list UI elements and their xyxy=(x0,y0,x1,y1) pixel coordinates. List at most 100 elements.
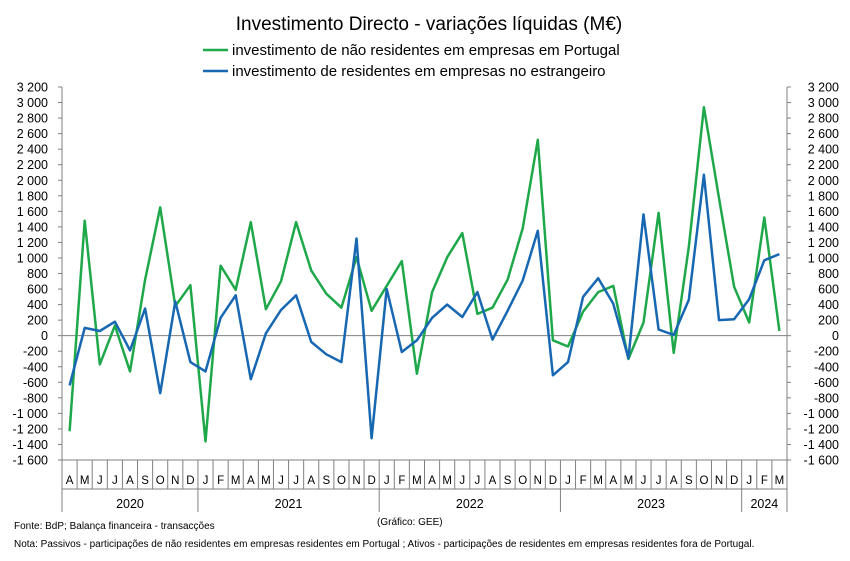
y-tick-label-right: -400 xyxy=(814,360,839,374)
x-tick-label: O xyxy=(337,475,346,487)
chart-title: Investimento Directo - variações líquida… xyxy=(236,14,622,35)
y-tick-label-right: -800 xyxy=(814,391,839,405)
y-tick-label-left: 600 xyxy=(27,283,48,297)
x-tick-label: J xyxy=(278,475,284,487)
y-tick-label-right: -200 xyxy=(814,345,839,359)
y-tick-label-left: 1 400 xyxy=(17,220,48,234)
x-tick-label: S xyxy=(685,475,693,487)
series-lines xyxy=(68,105,781,443)
y-tick-label-left: 2 600 xyxy=(17,127,48,141)
credit-note: (Gráfico: GEE) xyxy=(377,517,443,528)
y-tick-label-left: 1 200 xyxy=(17,236,48,250)
x-tick-label: J xyxy=(112,475,118,487)
y-tick-label-left: 3 000 xyxy=(17,96,48,110)
y-tick-label-right: 2 000 xyxy=(808,174,839,188)
x-tick-label: M xyxy=(624,475,634,487)
x-tick-label: F xyxy=(580,475,587,487)
y-tick-label-left: 200 xyxy=(27,314,48,328)
year-label: 2021 xyxy=(275,497,303,511)
x-tick-label: F xyxy=(761,475,768,487)
y-tick-label-right: 0 xyxy=(832,329,839,343)
legend-label-green: investimento de não residentes em empres… xyxy=(232,42,620,59)
x-tick-label: M xyxy=(80,475,90,487)
x-tick-label: A xyxy=(428,475,436,487)
x-tick-label: N xyxy=(171,475,179,487)
y-tick-label-left: 1 800 xyxy=(17,189,48,203)
x-tick-label: N xyxy=(534,475,542,487)
y-tick-label-left: -200 xyxy=(23,345,48,359)
y-tick-label-right: 3 000 xyxy=(808,96,839,110)
y-tick-label-right: 3 200 xyxy=(808,81,839,95)
y-tick-label-right: 2 600 xyxy=(808,127,839,141)
y-tick-label-left: 1 600 xyxy=(17,205,48,219)
y-tick-label-right: 600 xyxy=(818,283,839,297)
y-tick-label-right: 2 400 xyxy=(808,143,839,157)
x-tick-label: M xyxy=(231,475,241,487)
x-tick-label: A xyxy=(670,475,678,487)
y-tick-label-right: -1 000 xyxy=(804,407,839,421)
legend: investimento de não residentes em empres… xyxy=(203,42,620,80)
x-tick-label: D xyxy=(186,475,194,487)
y-tick-label-right: 1 000 xyxy=(808,251,839,265)
y-tick-label-right: 1 200 xyxy=(808,236,839,250)
y-tick-label-right: 800 xyxy=(818,267,839,281)
x-tick-label: D xyxy=(549,475,557,487)
x-tick-label: J xyxy=(746,475,752,487)
x-tick-label: M xyxy=(775,475,785,487)
y-tick-label-left: 2 000 xyxy=(17,174,48,188)
x-tick-label: M xyxy=(593,475,603,487)
series-line-nonresidents xyxy=(68,105,781,443)
x-tick-label: N xyxy=(715,475,723,487)
x-tick-label: S xyxy=(322,475,330,487)
year-label: 2022 xyxy=(456,497,484,511)
x-tick-label: A xyxy=(126,475,134,487)
x-tick-label: A xyxy=(247,475,255,487)
x-tick-label: J xyxy=(384,475,390,487)
x-tick-label: O xyxy=(518,475,527,487)
x-tick-label: M xyxy=(261,475,271,487)
y-tick-label-right: -1 400 xyxy=(804,438,839,452)
y-tick-label-left: 1 000 xyxy=(17,251,48,265)
y-tick-label-right: -1 600 xyxy=(804,454,839,468)
x-tick-label: J xyxy=(459,475,465,487)
x-tick-label: M xyxy=(442,475,452,487)
y-tick-label-right: 1 800 xyxy=(808,189,839,203)
x-tick-label: A xyxy=(307,475,315,487)
x-tick-label: M xyxy=(412,475,422,487)
x-tick-label: N xyxy=(352,475,360,487)
y-tick-label-right: 1 400 xyxy=(808,220,839,234)
y-tick-label-right: 2 200 xyxy=(808,158,839,172)
y-tick-label-left: 800 xyxy=(27,267,48,281)
y-tick-label-right: -600 xyxy=(814,376,839,390)
year-label: 2020 xyxy=(116,497,144,511)
y-tick-label-right: -1 200 xyxy=(804,422,839,436)
y-tick-label-left: -1 600 xyxy=(13,454,48,468)
x-tick-label: J xyxy=(656,475,662,487)
x-tick-label: S xyxy=(504,475,512,487)
x-tick-label: J xyxy=(293,475,299,487)
x-tick-label: J xyxy=(565,475,571,487)
y-tick-label-left: 3 200 xyxy=(17,81,48,95)
x-tick-label: D xyxy=(367,475,375,487)
y-tick-label-left: 2 200 xyxy=(17,158,48,172)
y-tick-label-right: 200 xyxy=(818,314,839,328)
y-tick-label-left: -800 xyxy=(23,391,48,405)
x-tick-label: A xyxy=(489,475,497,487)
series-line-residents xyxy=(68,173,780,440)
x-tick-label: F xyxy=(217,475,224,487)
x-tick-label: A xyxy=(66,475,74,487)
year-label: 2024 xyxy=(750,497,778,511)
legend-label-blue: investimento de residentes em empresas n… xyxy=(232,63,606,80)
x-tick-label: O xyxy=(699,475,708,487)
footnote: Nota: Passivos - participações de não re… xyxy=(14,539,754,550)
x-tick-label: D xyxy=(730,475,738,487)
y-tick-label-left: -400 xyxy=(23,360,48,374)
x-tick-label: J xyxy=(203,475,209,487)
x-tick-label: A xyxy=(609,475,617,487)
x-tick-label: J xyxy=(641,475,647,487)
y-tick-label-left: -1 000 xyxy=(13,407,48,421)
axes: -1 600 -1 600-1 400 -1 400-1 200 -1 200-1 0… xyxy=(13,81,839,512)
y-tick-label-left: 0 xyxy=(41,329,48,343)
x-tick-label: J xyxy=(97,475,103,487)
source-note: Fonte: BdP; Balança financeira - transac… xyxy=(14,521,215,532)
